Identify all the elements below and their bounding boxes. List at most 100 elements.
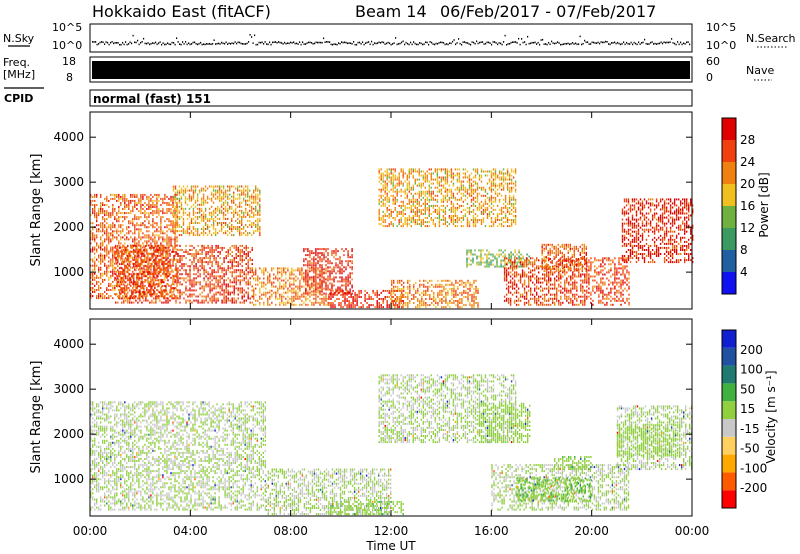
heatmap-cell (218, 193, 221, 196)
heatmap-cell (319, 258, 321, 261)
heatmap-cell (116, 212, 118, 215)
heatmap-cell (253, 189, 255, 192)
nsky-point (533, 41, 535, 44)
heatmap-cell (222, 217, 225, 220)
heatmap-cell (152, 204, 154, 206)
nsky-point (296, 42, 298, 45)
heatmap-cell (275, 293, 277, 296)
heatmap-cell (162, 216, 164, 219)
heatmap-cell (416, 219, 418, 221)
heatmap-cell (332, 302, 334, 304)
heatmap-cell (116, 218, 118, 221)
heatmap-cell (227, 201, 229, 204)
heatmap-cell (180, 195, 183, 198)
heatmap-cell (159, 249, 161, 251)
heatmap-cell (176, 295, 178, 298)
heatmap-cell (145, 299, 147, 302)
heatmap-cell (273, 281, 275, 284)
heatmap-cell (223, 299, 225, 302)
heatmap-cell (218, 209, 221, 212)
heatmap-cell (110, 232, 112, 235)
heatmap-cell (189, 287, 191, 290)
heatmap-cell (427, 304, 429, 307)
heatmap-cell (239, 185, 241, 188)
heatmap-cell (108, 212, 110, 215)
heatmap-cell (251, 207, 253, 210)
heatmap-cell (370, 298, 372, 300)
nsky-point (225, 41, 227, 44)
heatmap-cell (281, 301, 283, 304)
heatmap-cell (121, 257, 123, 260)
heatmap-cell (164, 289, 166, 291)
heatmap-cell (127, 283, 129, 286)
heatmap-cell (406, 178, 408, 181)
heatmap-cell (126, 258, 128, 261)
heatmap-cell (178, 215, 181, 218)
heatmap-cell (330, 302, 332, 304)
heatmap-cell (227, 185, 229, 188)
heatmap-cell (178, 224, 181, 226)
heatmap-cell (166, 212, 168, 215)
heatmap-cell (231, 267, 233, 270)
heatmap-cell (211, 251, 213, 253)
heatmap-cell (152, 214, 154, 217)
heatmap-cell (143, 291, 145, 294)
heatmap-cell (160, 274, 162, 277)
heatmap-cell (152, 218, 154, 221)
heatmap-cell (344, 291, 346, 294)
nsky-point (303, 43, 305, 45)
nsky-point (387, 41, 389, 44)
heatmap-cell (118, 274, 120, 277)
heatmap-cell (172, 232, 175, 235)
heatmap-cell (435, 298, 437, 300)
nsky-point (194, 41, 196, 44)
heatmap-cell (213, 251, 215, 253)
heatmap-cell (135, 259, 137, 262)
heatmap-cell (420, 219, 422, 221)
heatmap-cell (152, 234, 154, 237)
heatmap-cell (469, 281, 471, 284)
heatmap-cell (126, 270, 128, 273)
nsky-point (216, 42, 218, 45)
heatmap-cell (215, 275, 217, 278)
heatmap-cell (380, 291, 382, 294)
heatmap-cell (315, 301, 317, 304)
heatmap-cell (354, 304, 356, 307)
heatmap-cell (98, 210, 100, 213)
heatmap-cell (148, 258, 150, 261)
heatmap-cell (439, 289, 441, 292)
heatmap-cell (289, 289, 291, 292)
heatmap-cell (112, 210, 114, 213)
nsky-point (540, 39, 542, 41)
heatmap-cell (148, 268, 150, 271)
heatmap-cell (112, 232, 114, 235)
heatmap-cell (392, 217, 394, 219)
heatmap-cell (90, 272, 92, 275)
heatmap-cell (156, 224, 158, 227)
heatmap-cell (145, 249, 147, 251)
heatmap-cell (285, 291, 287, 294)
heatmap-cell (108, 214, 110, 217)
heatmap-cell (443, 287, 445, 290)
heatmap-cell (418, 178, 420, 181)
heatmap-cell (319, 278, 321, 281)
heatmap-cell (128, 274, 130, 277)
heatmap-cell (153, 261, 155, 264)
heatmap-cell (208, 185, 211, 188)
heatmap-cell (217, 299, 219, 302)
heatmap-cell (124, 248, 126, 251)
heatmap-cell (90, 248, 92, 251)
heatmap-cell (124, 264, 126, 267)
heatmap-cell (190, 197, 193, 200)
heatmap-cell (152, 195, 154, 198)
heatmap-cell (224, 209, 227, 212)
heatmap-cell (161, 281, 163, 284)
heatmap-cell (412, 198, 414, 201)
heatmap-cell (137, 283, 139, 286)
heatmap-cell (229, 222, 231, 224)
heatmap-cell (382, 289, 384, 292)
heatmap-cell (122, 250, 124, 253)
heatmap-cell (140, 197, 142, 200)
heatmap-cell (419, 304, 421, 307)
heatmap-cell (162, 272, 164, 275)
